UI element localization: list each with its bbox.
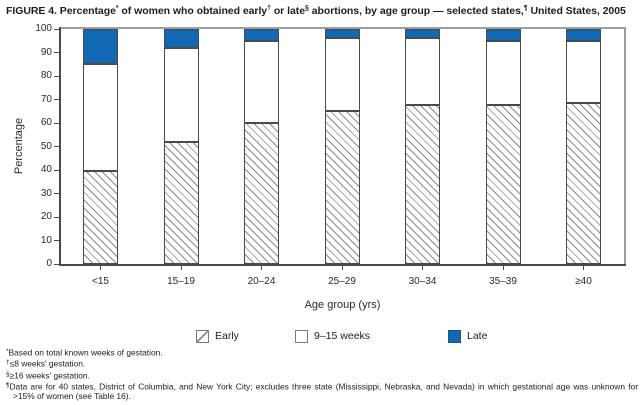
legend-swatch-white [295, 330, 308, 343]
y-tick-mark [54, 263, 59, 265]
y-tick-label: 10 [40, 234, 52, 246]
y-tick-mark [54, 75, 59, 77]
y-tick-label: 40 [40, 164, 52, 175]
y-tick-label: 70 [40, 93, 52, 105]
y-tick-label: 100 [35, 23, 52, 34]
figure-title: FIGURE 4. Percentage* of women who obtai… [6, 5, 638, 17]
y-tick-mark [54, 99, 59, 100]
footnote-line: *Based on total known weeks of gestation… [6, 347, 638, 358]
stacked-bar [324, 29, 360, 264]
legend-swatch-blue [448, 330, 461, 343]
bar-segment-early [83, 171, 118, 264]
footnote-marker: ¶ [6, 381, 10, 389]
legend-swatch-hatched [196, 330, 209, 343]
x-tick-label: 30–34 [408, 276, 437, 287]
x-tick-mark [341, 266, 343, 270]
footnote-marker: § [6, 370, 10, 378]
y-tick-mark [54, 216, 59, 218]
legend-label: Early [215, 330, 239, 342]
x-axis-title: Age group (yrs) [304, 299, 381, 311]
bar-segment-9-15-weeks [485, 40, 521, 106]
footnote-text: Based on total known weeks of gestation. [8, 347, 163, 358]
x-tick-mark [180, 266, 182, 270]
x-tick-mark [100, 266, 101, 270]
stacked-bar [405, 29, 440, 264]
bar-segment-9-15-weeks [566, 40, 601, 104]
y-tick-mark [54, 240, 59, 241]
bar-segment-late [566, 29, 601, 41]
bar-segment-late [324, 29, 360, 39]
footnote-marker-asterisk: * [115, 5, 119, 12]
bar-segment-late [163, 29, 199, 48]
plot-frame-right [624, 27, 626, 266]
x-tick-mark [261, 266, 262, 270]
title-text-part: FIGURE 4. Percentage [6, 5, 116, 17]
bar-segment-early [163, 141, 199, 264]
bar-segment-9-15-weeks [324, 38, 360, 112]
stacked-bar [83, 29, 118, 264]
y-tick-label: 90 [40, 46, 52, 58]
bar-segment-9-15-weeks [405, 38, 440, 106]
footnote-marker: † [6, 359, 10, 367]
bar-segment-early [566, 103, 601, 264]
footnote-marker: * [6, 348, 9, 355]
x-tick-mark [502, 266, 504, 270]
bar-segment-early [324, 111, 360, 264]
x-axis-line [59, 264, 626, 266]
x-tick-label: 35–39 [489, 276, 517, 287]
title-text-part: of women who obtained early [118, 5, 268, 17]
stacked-bar [566, 29, 601, 264]
footnote-line: †≤8 weeks' gestation. [6, 358, 638, 369]
x-tick-label: 20–24 [247, 276, 276, 287]
footnote-line: ¶Data are for 40 states, District of Col… [6, 381, 638, 402]
footnote-text: Data are for 40 states, District of Colu… [9, 381, 639, 402]
x-tick-mark [583, 266, 584, 270]
y-tick-mark [54, 146, 59, 147]
y-tick-mark [54, 169, 59, 171]
x-tick-label: 25–29 [328, 276, 356, 287]
bar-segment-9-15-weeks [83, 64, 118, 172]
footnote-text: ≥16 weeks' gestation. [9, 370, 90, 381]
footnote-marker-pilcrow: ¶ [523, 5, 528, 12]
y-tick-mark [54, 122, 59, 124]
footnote-marker-dagger: † [267, 5, 271, 12]
y-tick-label: 50 [40, 140, 52, 152]
y-tick-mark [54, 52, 59, 53]
x-tick-label: ≥40 [575, 276, 592, 287]
y-axis-line [59, 27, 61, 266]
stacked-bar [485, 29, 521, 264]
legend-label: Late [467, 330, 488, 342]
footnote-line: §≥16 weeks' gestation. [6, 370, 638, 381]
bar-segment-late [83, 29, 118, 65]
bar-segment-early [405, 105, 440, 264]
title-text-part: abortions, by age group — selected state… [308, 5, 524, 17]
footnote-text: ≤8 weeks' gestation. [9, 358, 86, 369]
y-tick-label: 60 [40, 117, 52, 128]
bar-segment-9-15-weeks [163, 47, 199, 142]
bar-segment-early [485, 105, 521, 264]
x-tick-label: 15–19 [167, 276, 195, 287]
bar-segment-late [485, 29, 521, 41]
bar-segment-late [405, 29, 440, 39]
stacked-bar [163, 29, 199, 264]
y-tick-mark [54, 28, 59, 30]
title-text-part: or late [270, 5, 305, 17]
y-tick-label: 30 [40, 187, 52, 199]
bar-segment-early [244, 123, 279, 264]
bar-segment-9-15-weeks [244, 40, 279, 123]
bar-segment-late [244, 29, 279, 41]
stacked-bar [244, 29, 279, 264]
title-text-part: United States, 2005 [527, 5, 626, 17]
x-tick-label: <15 [92, 276, 109, 287]
plot-frame-top [59, 27, 626, 29]
legend-label: 9–15 weeks [314, 330, 371, 342]
footnotes-block: *Based on total known weeks of gestation… [6, 347, 638, 402]
y-tick-label: 0 [46, 258, 52, 269]
y-tick-label: 80 [40, 70, 52, 81]
x-tick-mark [422, 266, 423, 270]
y-tick-mark [54, 193, 59, 194]
footnote-marker-section: § [304, 5, 309, 12]
y-tick-label: 20 [40, 211, 52, 222]
